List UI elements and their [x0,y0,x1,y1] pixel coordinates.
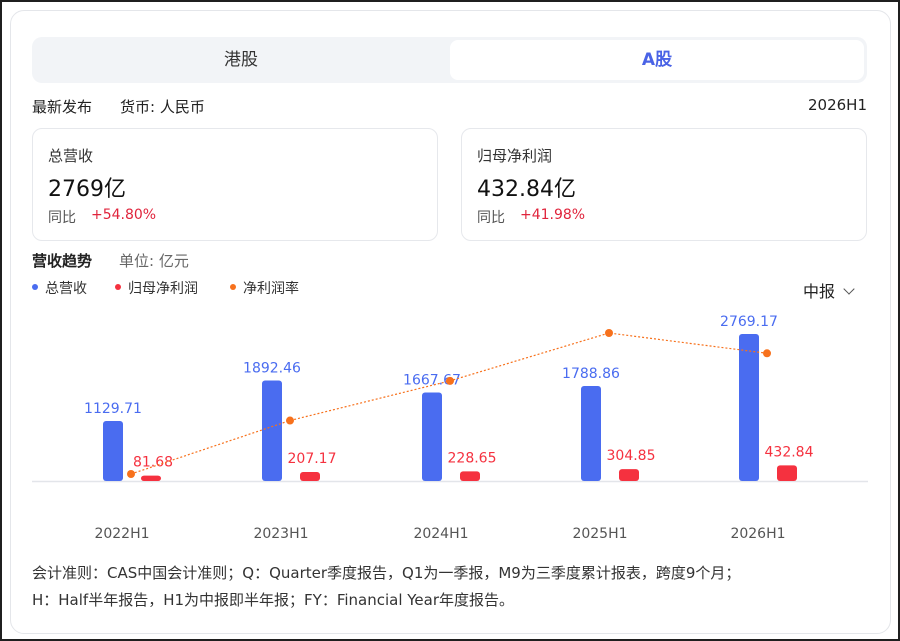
net-profit-bar-2023H1 [300,471,320,481]
net-profit-metric-card: 归母净利润 432.84亿 同比 +41.98% [461,128,867,241]
net-profit-value-label: 432.84 [765,444,814,460]
legend-revenue[interactable]: 总营收 [32,278,87,298]
x-tick-label: 2025H1 [572,526,627,542]
revenue-bar-2024H1 [422,392,442,481]
period-dropdown-value: 中报 [803,282,836,301]
x-tick-label: 2023H1 [253,526,308,542]
margin-point-2024H1 [446,376,454,385]
footnote-line-1: 会计准则：CAS中国会计准则；Q：Quarter季度报告，Q1为一季报，M9为三… [32,564,741,582]
tab-hk-stock[interactable]: 港股 [224,50,258,70]
legend-net-profit-dot-icon [115,284,121,290]
revenue-label: 总营收 [48,147,94,165]
revenue-value-label: 1129.71 [84,401,142,417]
legend-revenue-dot-icon [32,284,38,290]
legend-margin[interactable]: 净利润率 [230,278,299,298]
margin-point-2022H1 [127,470,135,478]
revenue-metric-card: 总营收 2769亿 同比 +54.80% [32,128,438,241]
latest-release-label: 最新发布 [32,98,93,116]
net-profit-value-label: 207.17 [288,451,337,467]
margin-point-2023H1 [286,416,294,425]
revenue-bar-2023H1 [262,380,282,481]
revenue-bar-2026H1 [739,334,759,481]
trend-title: 营收趋势 [32,252,93,270]
period-dropdown[interactable]: 中报 [803,278,855,302]
currency-label: 货币: 人民币 [120,98,205,116]
revenue-bar-2025H1 [581,386,601,481]
net-profit-bar-2026H1 [777,465,797,481]
footnote: 会计准则：CAS中国会计准则；Q：Quarter季度报告，Q1为一季报，M9为三… [32,560,872,614]
tab-a-stock[interactable]: A股 [450,40,864,80]
net-profit-value-label: 228.65 [448,450,497,466]
revenue-value-label: 1667.67 [403,372,461,388]
net-profit-bar-2025H1 [619,469,639,481]
revenue-value-label: 2769.17 [720,314,778,330]
net-profit-bar-2022H1 [141,475,161,481]
financial-card [10,10,891,634]
legend-margin-dot-icon [230,284,236,290]
revenue-yoy-label: 同比 [48,210,76,226]
legend-revenue-label: 总营收 [45,281,87,297]
margin-point-2025H1 [605,329,613,337]
report-info-row: 最新发布 货币: 人民币 2026H1 [32,96,867,118]
revenue-yoy-value: +54.80% [91,207,157,223]
x-tick-label: 2024H1 [413,526,468,542]
margin-point-2026H1 [763,349,771,358]
market-tabs: 港股 A股 [32,37,867,83]
net-profit-label: 归母净利润 [477,147,553,165]
net-profit-value-label: 81.68 [133,455,173,471]
trend-unit: 单位: 亿元 [119,252,189,270]
revenue-value: 2769亿 [48,177,126,202]
net-profit-value-label: 304.85 [607,448,656,464]
net-profit-yoy-value: +41.98% [520,207,586,223]
legend-margin-label: 净利润率 [243,281,299,297]
net-profit-bar-2024H1 [460,471,480,481]
x-tick-label: 2026H1 [730,526,785,542]
x-tick-label: 2022H1 [94,526,149,542]
net-profit-yoy-label: 同比 [477,210,505,226]
revenue-value-label: 1892.46 [243,361,301,377]
legend-net-profit-label: 归母净利润 [128,281,198,297]
revenue-bar-2022H1 [103,421,123,481]
revenue-value-label: 1788.86 [562,366,620,382]
net-profit-value: 432.84亿 [477,177,576,202]
legend-net-profit[interactable]: 归母净利润 [115,278,198,298]
footnote-line-2: H：Half半年报告，H1为中报即半年报；FY：Financial Year年度… [32,591,515,609]
report-period: 2026H1 [808,96,867,114]
